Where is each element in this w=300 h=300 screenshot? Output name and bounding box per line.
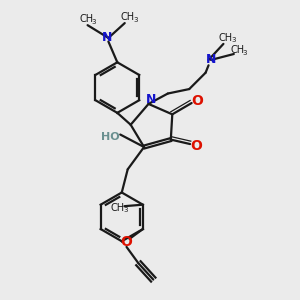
Text: O: O	[192, 94, 203, 108]
Text: 3: 3	[123, 207, 128, 213]
Text: N: N	[146, 93, 156, 106]
Text: 3: 3	[232, 37, 236, 43]
Text: CH: CH	[219, 33, 233, 43]
Text: N: N	[102, 32, 112, 44]
Text: N: N	[206, 53, 216, 66]
Text: CH: CH	[230, 45, 244, 56]
Text: CH: CH	[121, 12, 135, 22]
Text: 3: 3	[92, 19, 96, 25]
Text: CH: CH	[79, 14, 93, 24]
Text: 3: 3	[243, 50, 248, 56]
Text: O: O	[121, 236, 133, 249]
Text: 3: 3	[134, 16, 138, 22]
Text: HO: HO	[100, 132, 119, 142]
Text: CH: CH	[111, 203, 125, 213]
Text: O: O	[190, 140, 202, 153]
